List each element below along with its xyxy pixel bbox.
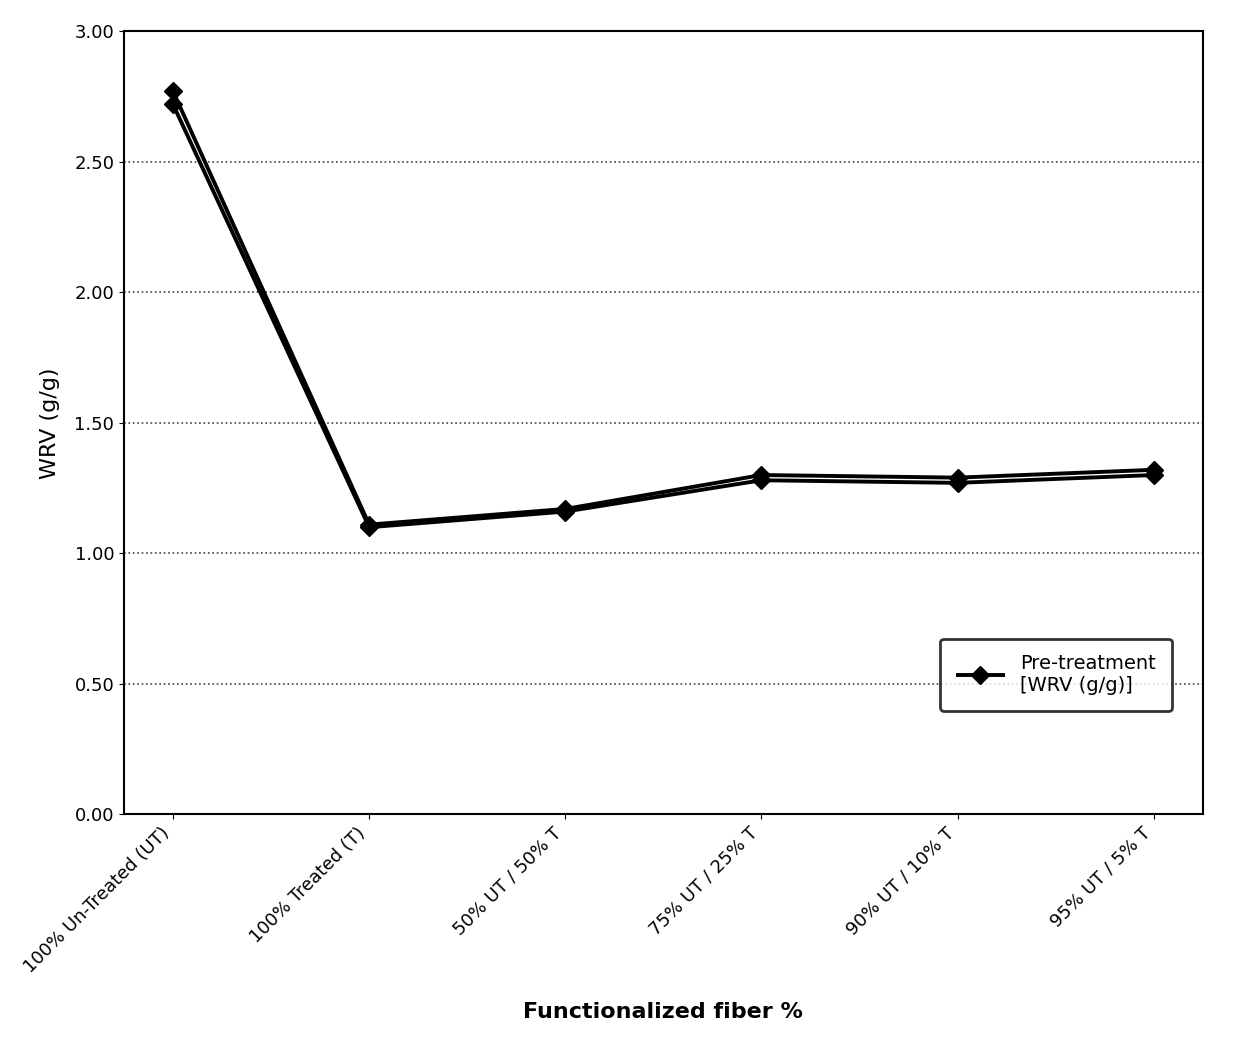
Legend: Pre-treatment
[WRV (g/g)]: Pre-treatment [WRV (g/g)] xyxy=(940,639,1172,711)
Pre-treatment
[WRV (g/g)] xyxy=(1146,469,1161,481)
Pre-treatment
[WRV (g/g)] xyxy=(950,476,965,489)
X-axis label: Functionalized fiber %: Functionalized fiber % xyxy=(523,1001,804,1022)
Pre-treatment
[WRV (g/g)] xyxy=(558,505,573,518)
Line: Pre-treatment
[WRV (g/g)]: Pre-treatment [WRV (g/g)] xyxy=(167,98,1159,533)
Y-axis label: WRV (g/g): WRV (g/g) xyxy=(41,367,61,478)
Pre-treatment
[WRV (g/g)] xyxy=(754,474,769,487)
Pre-treatment
[WRV (g/g)] xyxy=(166,98,181,111)
Pre-treatment
[WRV (g/g)] xyxy=(362,521,377,533)
